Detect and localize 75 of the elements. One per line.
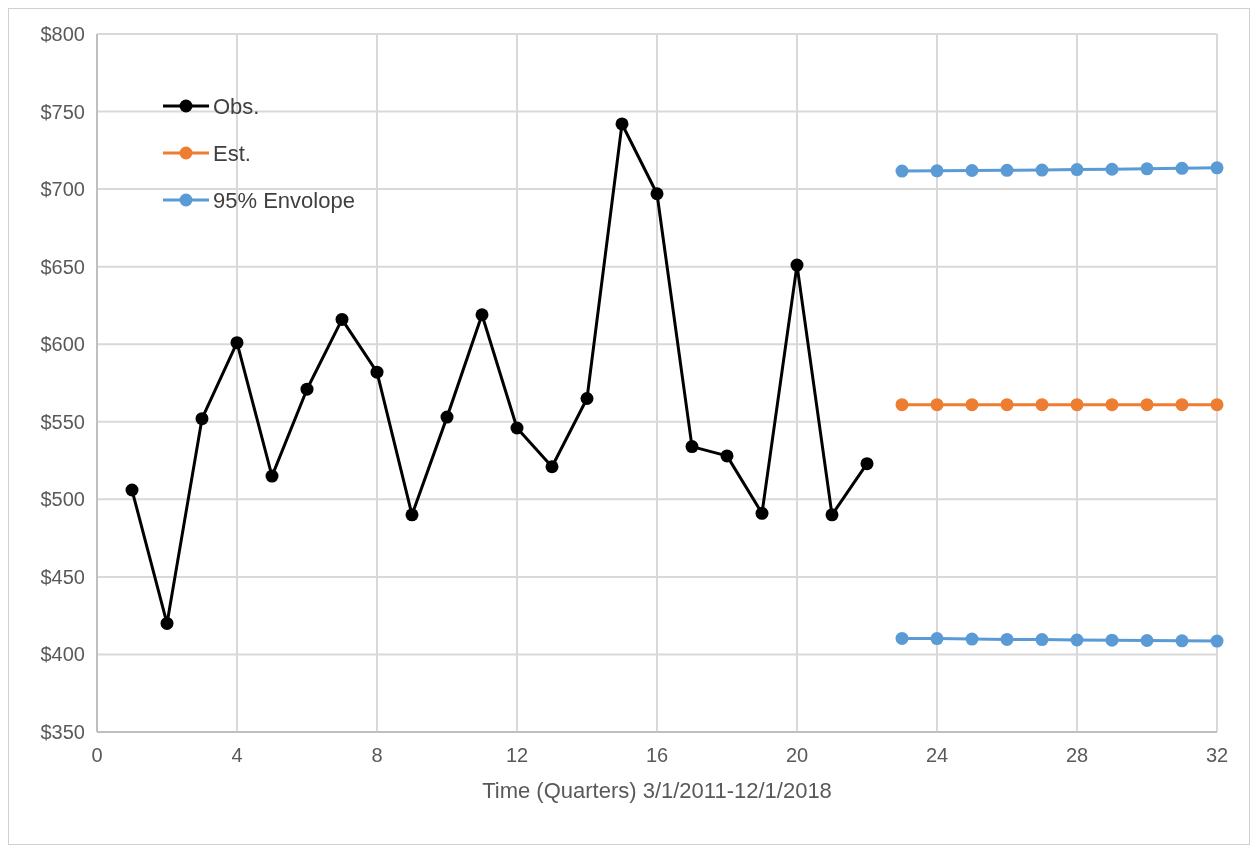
point [895,631,909,645]
point [895,398,909,412]
y-tick-label: $750 [40,100,85,123]
point [230,336,244,350]
point [370,365,384,379]
legend-label: 95% Envolope [213,187,355,213]
point [440,410,454,424]
point [125,483,139,497]
point [685,440,699,454]
point [195,412,209,426]
point [965,632,979,646]
point [650,187,664,201]
y-tick-label: $600 [40,333,85,356]
point [1000,398,1014,412]
point [160,616,174,630]
point [1070,633,1084,647]
x-axis-title: Time (Quarters) 3/1/2011-12/1/2018 [482,778,832,803]
point [720,449,734,463]
y-tick-label: $500 [40,488,85,511]
x-tick-label: 0 [91,744,103,766]
point [1175,398,1189,412]
y-tick-label: $350 [40,721,85,743]
x-tick-label: 24 [925,744,949,766]
point [1105,398,1119,412]
point [930,164,944,178]
point [335,312,349,326]
point [1210,161,1224,175]
point [1210,398,1224,412]
x-tick-label: 8 [371,744,383,766]
point [1210,634,1224,648]
point [1035,633,1049,647]
x-tick-label: 20 [785,744,809,766]
point [1140,633,1154,647]
point [1105,162,1119,176]
point [1035,163,1049,177]
point [580,392,594,406]
point [825,508,839,522]
y-tick-label: $800 [40,23,85,45]
point [755,506,769,520]
point [790,258,804,272]
legend-label: Obs. [213,93,260,119]
y-tick-label: $400 [40,643,85,666]
point [1140,398,1154,412]
point [1140,162,1154,176]
y-tick-label: $550 [40,410,85,433]
x-tick-label: 32 [1205,744,1229,766]
y-tick-label: $650 [40,255,85,278]
point [1070,398,1084,412]
point [895,164,909,178]
point [930,398,944,412]
point [860,457,874,471]
point [1000,163,1014,177]
point [475,308,489,322]
point [965,398,979,412]
point [615,117,629,131]
point [265,469,279,483]
point [300,382,314,396]
point [405,508,419,522]
point [510,421,524,435]
y-tick-label: $450 [40,565,85,588]
y-tick-label: $700 [40,178,85,201]
x-tick-label: 16 [645,744,669,766]
point [1175,634,1189,648]
point [930,632,944,646]
point [1070,163,1084,177]
x-tick-label: 12 [505,744,529,766]
legend-label: Est. [213,140,251,166]
point [965,164,979,177]
point [1000,632,1014,646]
x-tick-label: 4 [231,744,243,766]
point [545,460,559,474]
point [1105,633,1119,647]
point [1035,398,1049,412]
x-tick-label: 28 [1065,744,1089,766]
point [1175,161,1189,175]
